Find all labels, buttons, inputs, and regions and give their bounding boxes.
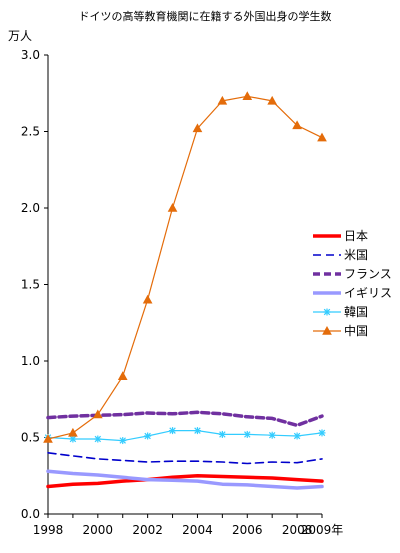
legend-label: 中国 <box>344 323 368 338</box>
legend-label: 日本 <box>344 229 368 243</box>
x-tick-label: 2006 <box>232 523 263 537</box>
data-point-marker <box>167 202 178 212</box>
data-point-marker <box>169 427 177 435</box>
series-line-3 <box>46 469 324 490</box>
data-point-marker <box>192 123 203 133</box>
data-point-marker <box>43 434 53 443</box>
legend-label: フランス <box>344 267 392 281</box>
data-point-marker <box>218 430 226 438</box>
x-tick-label: 1998 <box>33 523 64 537</box>
y-tick-label: 0.0 <box>21 507 40 521</box>
series-line-0 <box>46 474 324 489</box>
data-point-marker <box>117 371 128 380</box>
data-point-marker <box>318 429 326 437</box>
x-tick-label: 2000 <box>83 523 114 537</box>
legend-label: 米国 <box>344 248 368 262</box>
axes: 0.0 0.5 1.0 1.5 2.0 2.5 3.0 1998 2000 2002 2004 200… <box>21 48 343 537</box>
data-point-marker <box>142 294 153 304</box>
data-point-marker <box>268 431 276 439</box>
y-tick-label: 1.5 <box>21 278 40 292</box>
data-point-marker <box>293 432 301 440</box>
data-point-marker <box>119 437 127 445</box>
legend-label: イギリス <box>344 286 392 300</box>
data-point-marker <box>144 432 152 440</box>
legend-marker <box>323 308 331 316</box>
series-line-1 <box>47 451 323 465</box>
x-tick-label: 2002 <box>132 523 163 537</box>
chart-title: ドイツの高等教育機関に在籍する外国出身の学生数 <box>79 9 332 23</box>
series-line-2 <box>46 410 324 428</box>
x-tick-label: 2008 <box>282 523 313 537</box>
legend-label: 韓国 <box>344 305 368 319</box>
y-axis-unit: 万人 <box>8 29 32 43</box>
series-line-5 <box>47 95 323 440</box>
data-point-marker <box>243 430 251 438</box>
data-point-marker <box>92 409 103 419</box>
data-point-marker <box>193 427 201 435</box>
data-point-marker <box>242 91 253 101</box>
legend-marker <box>322 325 332 335</box>
data-point-marker <box>292 120 302 130</box>
series-line-4 <box>47 430 323 442</box>
series-layer <box>43 91 327 490</box>
data-point-marker <box>94 435 102 443</box>
data-point-marker <box>217 95 228 105</box>
data-point-marker <box>69 435 77 443</box>
data-point-marker <box>68 427 78 437</box>
y-tick-label: 3.0 <box>21 48 40 62</box>
x-tick-label: 2004 <box>182 523 213 537</box>
y-tick-label: 1.0 <box>21 354 40 368</box>
data-point-marker <box>317 132 327 142</box>
y-tick-label: 0.5 <box>21 431 40 445</box>
y-tick-label: 2.0 <box>21 201 40 215</box>
data-point-marker <box>267 95 278 105</box>
y-tick-label: 2.5 <box>21 125 40 139</box>
x-tick-label: 2009年 <box>301 523 344 537</box>
